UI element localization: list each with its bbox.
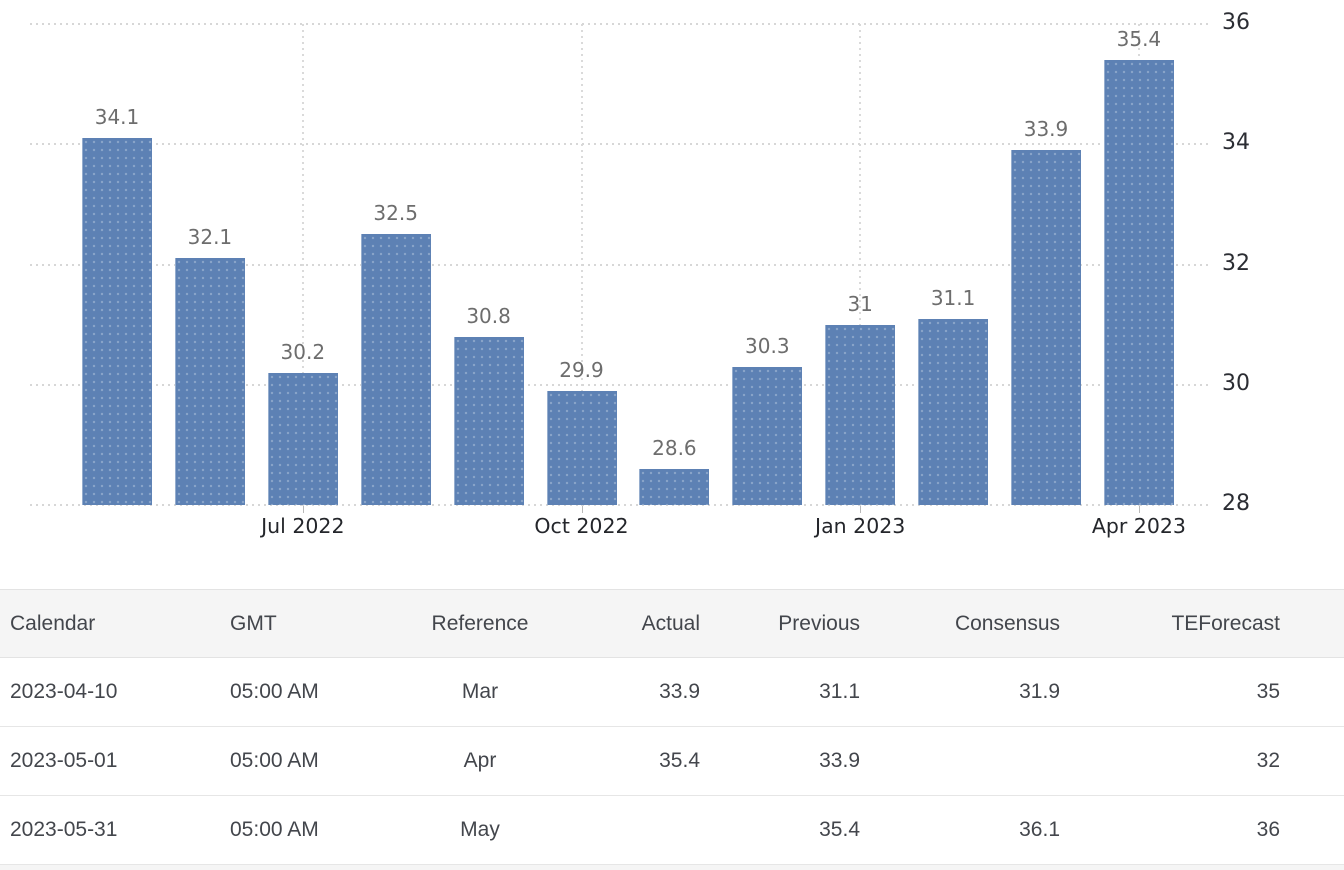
- cell-gmt: 05:00 AM: [220, 726, 385, 796]
- x-axis-tick-label: Oct 2022: [534, 514, 629, 538]
- bar-dec-2022[interactable]: [732, 366, 803, 505]
- column-header-teforecast: TEForecast: [1060, 589, 1344, 658]
- y-axis-tick-label: 34: [1222, 130, 1250, 156]
- cell-consensus: 36.1: [860, 795, 1060, 865]
- calendar-row: 2023-05-01 05:00 AM Apr 35.4 33.9 32: [0, 726, 1344, 796]
- bar-value-label: 32.1: [187, 225, 233, 250]
- bar-value-label: 30.3: [745, 333, 790, 358]
- calendar-table-section: Calendar GMT Reference Actual Previous Consen…: [0, 589, 1344, 870]
- cell-actual: [575, 795, 700, 865]
- cell-reference: Apr: [385, 726, 575, 796]
- horizontal-gridline: [30, 263, 1212, 266]
- cell-teforecast: 32: [1060, 726, 1344, 796]
- bar-value-label: 32.5: [373, 201, 418, 226]
- cell-teforecast: 36: [1060, 795, 1344, 865]
- bar-jan-2023[interactable]: [825, 324, 896, 505]
- horizontal-gridline: [30, 23, 1212, 25]
- calendar-row: 2023-05-31 05:00 AM May 35.4 36.1 36: [0, 795, 1344, 865]
- bar-nov-2022[interactable]: [639, 468, 710, 505]
- column-header-consensus: Consensus: [860, 589, 1060, 658]
- cell-reference: May: [385, 795, 575, 865]
- calendar-row: 2023-04-10 05:00 AM Mar 33.9 31.1 31.9 35: [0, 657, 1344, 727]
- horizontal-gridline: [30, 504, 1212, 506]
- bar-oct-2022[interactable]: [546, 390, 617, 505]
- cell-consensus: 31.9: [860, 657, 1060, 727]
- column-header-actual: Actual: [575, 589, 700, 658]
- vertical-gridline: [580, 24, 583, 507]
- cell-actual: 35.4: [575, 726, 700, 796]
- bar-jul-2022[interactable]: [267, 372, 338, 505]
- y-axis-tick-label: 30: [1222, 370, 1250, 396]
- cell-previous: 33.9: [700, 726, 860, 796]
- bar-value-label: 34.1: [94, 105, 140, 130]
- bar-value-label: 31: [847, 291, 873, 316]
- x-axis-tickmark: [302, 506, 304, 513]
- bar-feb-2023[interactable]: [918, 318, 989, 505]
- cell-reference: Mar: [385, 657, 575, 727]
- bar-may-2022[interactable]: [82, 138, 152, 505]
- x-axis-tickmark: [581, 506, 583, 513]
- cell-previous: 35.4: [700, 795, 860, 865]
- bar-chart: 28 30 32 34 36 34.1 32.1 30.2 32.5 30.8 29.9 28.6 30…: [30, 10, 1250, 538]
- bar-value-label: 33.9: [1023, 117, 1069, 142]
- y-axis-tick-label: 32: [1222, 250, 1250, 276]
- bar-value-label: 35.4: [1116, 27, 1162, 52]
- y-axis-tick-label: 36: [1222, 10, 1250, 35]
- cell-actual: 33.9: [575, 657, 700, 727]
- bar-jun-2022[interactable]: [174, 258, 245, 505]
- cell-previous: 31.1: [700, 657, 860, 727]
- x-axis-tickmark: [1138, 506, 1140, 513]
- cell-calendar: 2023-05-01: [0, 726, 220, 796]
- vertical-gridline: [301, 24, 304, 507]
- cell-calendar: 2023-04-10: [0, 657, 220, 727]
- bar-value-label: 29.9: [559, 357, 604, 382]
- calendar-table: Calendar GMT Reference Actual Previous Consen…: [0, 589, 1344, 865]
- x-axis-tickmark: [860, 506, 862, 513]
- column-header-calendar: Calendar: [0, 589, 220, 658]
- x-axis-tick-label: Apr 2023: [1091, 514, 1186, 538]
- bar-value-label: 30.8: [466, 303, 511, 328]
- bar-sep-2022[interactable]: [453, 336, 524, 505]
- cell-gmt: 05:00 AM: [220, 795, 385, 865]
- column-header-reference: Reference: [385, 589, 575, 658]
- horizontal-gridline: [30, 383, 1212, 386]
- y-axis-tick-label: 28: [1222, 491, 1250, 516]
- column-header-gmt: GMT: [220, 589, 385, 658]
- calendar-table-header-row: Calendar GMT Reference Actual Previous Consen…: [0, 589, 1344, 658]
- horizontal-gridline: [30, 143, 1212, 146]
- next-table-section-edge: [0, 865, 1344, 870]
- cell-calendar: 2023-05-31: [0, 795, 220, 865]
- bar-value-label: 30.2: [280, 339, 326, 364]
- bar-aug-2022[interactable]: [360, 234, 431, 505]
- bar-mar-2023[interactable]: [1011, 150, 1081, 505]
- column-header-previous: Previous: [700, 589, 860, 658]
- x-axis-tick-label: Jul 2022: [261, 514, 345, 538]
- vertical-gridline: [859, 24, 862, 507]
- bar-value-label: 28.6: [652, 435, 697, 460]
- cell-consensus: [860, 726, 1060, 796]
- bar-value-label: 31.1: [930, 285, 976, 310]
- bar-apr-2023[interactable]: [1103, 60, 1174, 505]
- cell-gmt: 05:00 AM: [220, 657, 385, 727]
- cell-teforecast: 35: [1060, 657, 1344, 727]
- x-axis-tick-label: Jan 2023: [815, 514, 906, 538]
